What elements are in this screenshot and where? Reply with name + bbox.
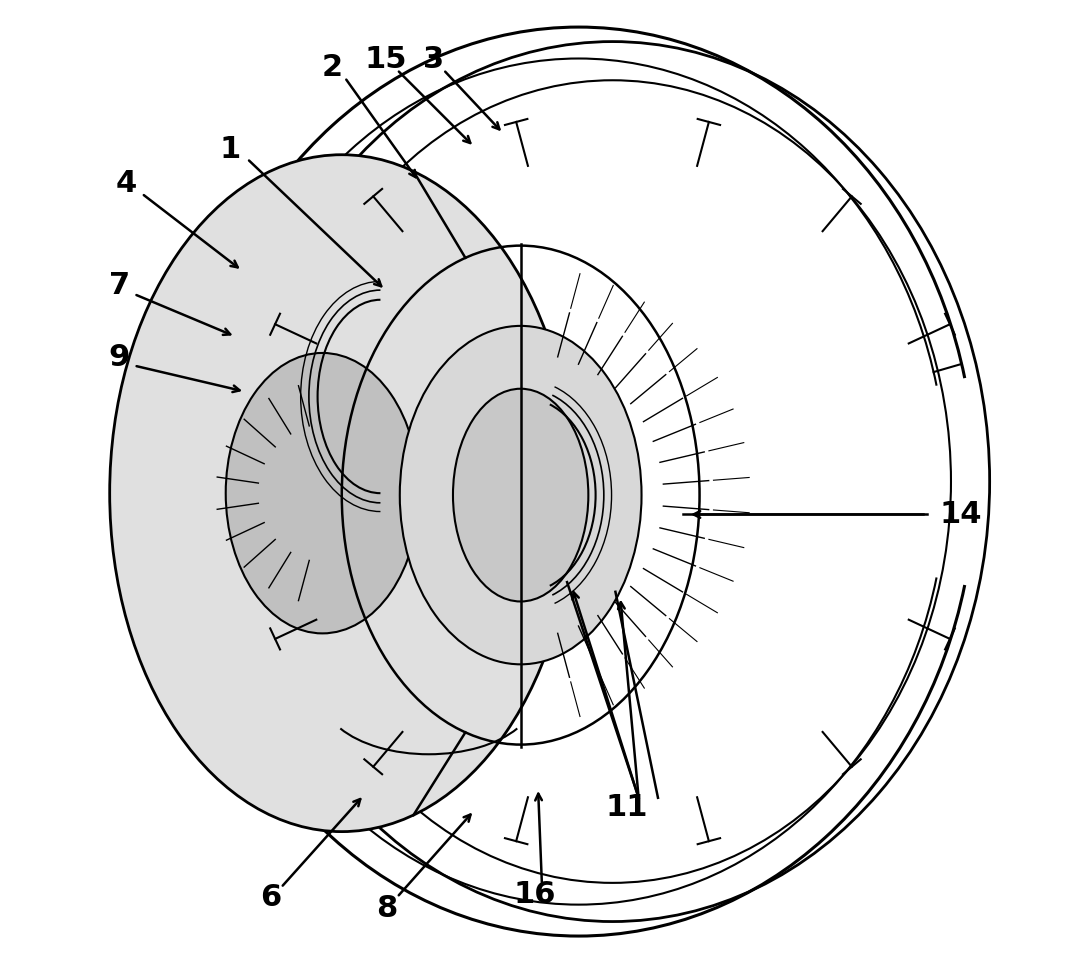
Text: 1: 1 xyxy=(220,135,241,164)
Text: 16: 16 xyxy=(514,880,556,909)
Ellipse shape xyxy=(453,389,589,601)
Text: 3: 3 xyxy=(423,45,444,74)
Ellipse shape xyxy=(400,326,642,664)
Text: 9: 9 xyxy=(109,343,130,372)
Ellipse shape xyxy=(110,155,573,832)
Text: 6: 6 xyxy=(260,883,282,912)
Text: 2: 2 xyxy=(322,53,342,82)
Text: 15: 15 xyxy=(364,45,406,74)
Text: 7: 7 xyxy=(109,271,130,300)
Text: 8: 8 xyxy=(377,894,397,923)
Text: 11: 11 xyxy=(606,793,648,822)
Text: 4: 4 xyxy=(116,169,137,198)
Ellipse shape xyxy=(226,353,419,633)
Text: 14: 14 xyxy=(940,500,982,529)
